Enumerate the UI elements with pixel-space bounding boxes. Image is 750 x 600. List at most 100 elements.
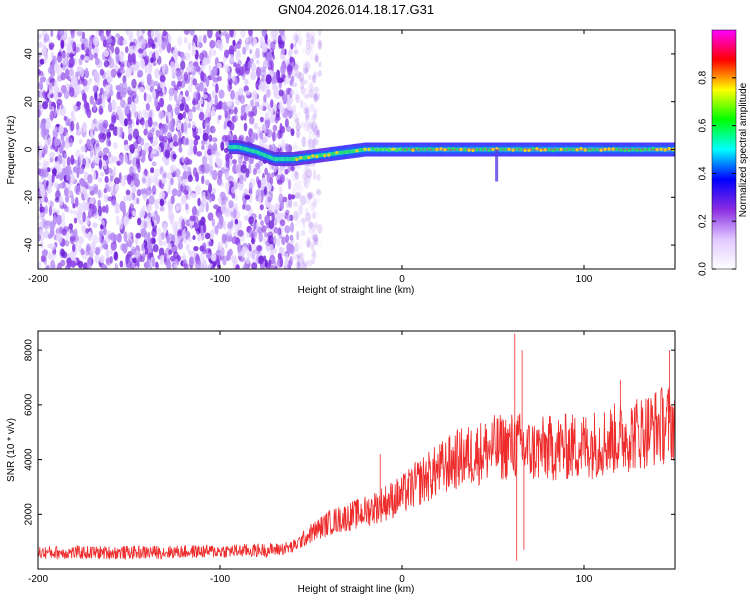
- heatmap-cell: [80, 177, 84, 187]
- heatmap-cell: [281, 247, 286, 257]
- heatmap-cell: [125, 30, 130, 36]
- heatmap-cell: [48, 100, 53, 110]
- heatmap-cell: [130, 101, 136, 112]
- heatmap-cell: [579, 147, 583, 151]
- heatmap-cell: [191, 193, 197, 199]
- heatmap-cell: [231, 186, 237, 194]
- heatmap-cell: [301, 227, 306, 235]
- heatmap-cell: [174, 168, 181, 178]
- heatmap-cell: [192, 167, 198, 177]
- heatmap-cell: [306, 31, 312, 39]
- heatmap-cell: [639, 148, 643, 152]
- heatmap-cell: [217, 62, 222, 69]
- heatmap-cell: [307, 74, 311, 83]
- heatmap-cell: [302, 218, 306, 229]
- heatmap-cell: [306, 192, 312, 199]
- heatmap-cell: [297, 35, 303, 46]
- heatmap-cell: [105, 248, 110, 258]
- heatmap-cell: [48, 205, 53, 216]
- heatmap-cell: [159, 206, 165, 212]
- heatmap-cell: [53, 79, 59, 89]
- heatmap-cell: [300, 120, 305, 129]
- colorbar-tick-label: 0.6: [698, 118, 709, 132]
- heatmap-cell: [81, 186, 86, 194]
- heatmap-cell: [271, 83, 278, 91]
- heatmap-cell: [44, 121, 52, 130]
- heatmap-cell: [574, 148, 577, 151]
- heatmap-cell: [111, 114, 117, 124]
- heatmap-cell: [62, 158, 66, 168]
- heatmap-cell: [199, 52, 205, 61]
- heatmap-cell: [143, 128, 148, 136]
- heatmap-cell: [49, 243, 56, 251]
- heatmap-cell: [291, 170, 298, 182]
- heatmap-cell: [113, 177, 120, 185]
- heatmap-cell: [312, 193, 316, 200]
- heatmap-cell: [359, 148, 363, 152]
- heatmap-cell: [38, 90, 41, 98]
- heatmap-cell: [245, 256, 251, 265]
- heatmap-cell: [366, 147, 368, 152]
- heatmap-cell: [523, 148, 527, 153]
- heatmap-cell: [555, 148, 559, 152]
- heatmap-cell: [114, 262, 119, 269]
- heatmap-cell: [225, 254, 231, 262]
- heatmap-cell: [204, 163, 211, 174]
- heatmap-cell: [313, 92, 318, 103]
- heatmap-cell: [185, 243, 190, 252]
- heatmap-cell: [82, 121, 87, 133]
- heatmap-cell: [301, 79, 308, 85]
- heatmap-cell: [210, 253, 217, 262]
- heatmap-cell: [82, 181, 89, 187]
- heatmap-cell: [53, 137, 59, 148]
- heatmap-cell: [204, 121, 211, 128]
- heatmap-cell: [124, 153, 128, 165]
- heatmap-cell: [91, 244, 96, 254]
- heatmap-cell: [105, 204, 109, 214]
- heatmap-cell: [209, 157, 213, 167]
- heatmap-cell: [627, 148, 631, 153]
- heatmap-cell: [300, 217, 307, 224]
- heatmap-cell: [112, 156, 118, 163]
- heatmap-cell: [323, 154, 327, 158]
- heatmap-cell: [191, 121, 196, 129]
- heatmap-cell: [116, 233, 122, 243]
- heatmap-cell: [64, 240, 70, 247]
- heatmap-cell: [312, 234, 319, 242]
- heatmap-cell: [205, 179, 210, 186]
- heatmap-cell: [287, 157, 290, 162]
- heatmap-cell: [133, 128, 139, 140]
- heatmap-cell: [306, 241, 312, 249]
- heatmap-cell: [211, 169, 218, 181]
- heatmap-cell: [39, 70, 44, 77]
- heatmap-cell: [212, 49, 216, 56]
- heatmap-cell: [95, 30, 100, 36]
- heatmap-cell: [308, 221, 314, 230]
- heatmap-cell: [295, 71, 302, 79]
- heatmap-cell: [151, 161, 157, 167]
- heatmap-cell: [109, 256, 113, 264]
- heatmap-cell: [290, 165, 295, 172]
- heatmap-cell: [177, 241, 184, 250]
- heatmap-cell: [50, 30, 54, 37]
- heatmap-cell: [371, 147, 375, 151]
- heatmap-cell: [270, 41, 276, 52]
- heatmap-cell: [240, 145, 243, 150]
- heatmap-cell: [93, 149, 97, 157]
- heatmap-cell: [167, 112, 172, 122]
- snr-xlabel: Height of straight line (km): [298, 584, 415, 595]
- heatmap-cell: [169, 255, 176, 262]
- heatmap-cell: [170, 195, 175, 205]
- heatmap-cell: [162, 135, 168, 143]
- heatmap-cell: [402, 148, 404, 151]
- heatmap-cell: [40, 84, 44, 91]
- heatmap-cell: [279, 256, 284, 268]
- heatmap-cell: [314, 53, 319, 63]
- heatmap-cell: [385, 148, 388, 151]
- heatmap-cell: [136, 197, 140, 205]
- heatmap-cell: [261, 152, 263, 156]
- heatmap-cell: [192, 34, 198, 43]
- heatmap-cell: [387, 148, 391, 152]
- x-tick-label: -200: [28, 574, 48, 585]
- heatmap-cell: [116, 126, 121, 137]
